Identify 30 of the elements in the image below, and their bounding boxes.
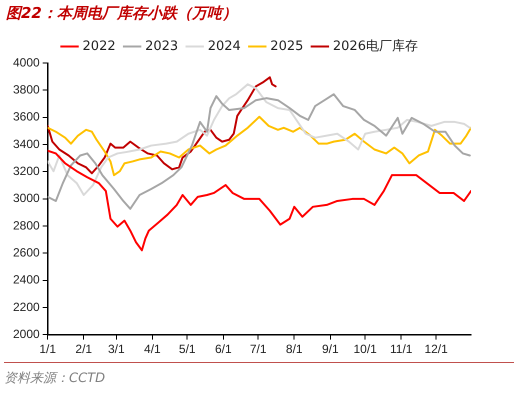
x-tick-label: 5/1	[178, 342, 196, 356]
x-tick-label: 10/1	[353, 342, 378, 356]
x-tick-label: 7/1	[250, 342, 267, 356]
legend-label: 2026电厂库存	[332, 38, 418, 54]
x-tick-label: 6/1	[214, 342, 232, 356]
y-tick-label: 2600	[12, 245, 40, 260]
legend-label: 2023	[145, 38, 178, 54]
y-tick-label: 2000	[12, 326, 40, 341]
legend-label: 2022	[82, 38, 116, 54]
y-tick-label: 2200	[12, 300, 40, 314]
x-tick-label: 9/1	[322, 342, 339, 356]
y-tick-label: 2800	[12, 218, 40, 232]
x-tick-label: 1/1	[39, 342, 56, 356]
x-tick-label: 3/1	[108, 342, 125, 356]
chart-title: 图22：本周电厂库存小跌（万吨）	[6, 4, 237, 23]
legend-label: 2025	[270, 38, 304, 54]
y-tick-label: 4000	[12, 55, 40, 70]
y-tick-label: 3000	[12, 191, 40, 206]
y-tick-label: 2400	[12, 272, 40, 287]
x-tick-label: 11/1	[390, 342, 413, 356]
x-tick-label: 2/1	[75, 342, 92, 356]
x-tick-label: 4/1	[144, 342, 162, 356]
y-tick-label: 3600	[12, 110, 40, 124]
text: 资料来源：CCTD	[4, 362, 514, 387]
legend-label: 2024	[208, 38, 241, 54]
y-tick-label: 3800	[12, 82, 40, 96]
x-tick-label: 8/1	[286, 342, 303, 356]
x-tick-label: 12/1	[424, 342, 448, 356]
y-tick-label: 3200	[12, 164, 40, 178]
y-tick-label: 3400	[12, 136, 40, 151]
